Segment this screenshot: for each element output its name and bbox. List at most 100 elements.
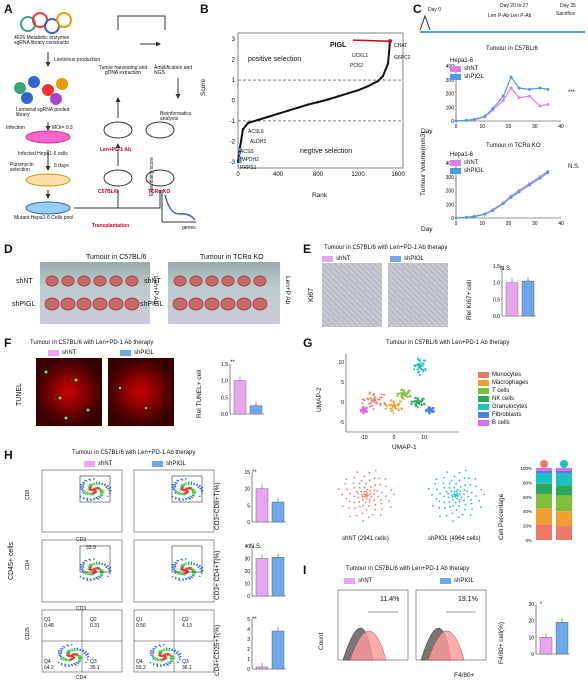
b-point (246, 121, 250, 125)
h-event (170, 657, 172, 660)
h-event (92, 491, 95, 494)
h-event (184, 484, 186, 486)
c-legend2-shnt: shNT (450, 160, 478, 166)
g-split-pigl-cell (451, 494, 453, 497)
d-title1: Tumour in C57BL/6 (86, 254, 147, 261)
h-event (172, 656, 174, 658)
h-event (60, 650, 63, 652)
g-cell (365, 406, 368, 409)
g-cell (409, 395, 412, 398)
g-split-pigl-cell (439, 492, 441, 495)
g-split-nt-cell (367, 494, 369, 497)
a-bio-label: Bioinformatics analysis (160, 111, 192, 122)
g-cell (393, 404, 396, 407)
g-cell (427, 408, 430, 411)
h-event (98, 563, 101, 565)
g-cell (416, 368, 419, 371)
g-split-nt-cell (393, 493, 395, 496)
g-pct-tick: 0% (525, 538, 532, 543)
h-event (184, 491, 187, 494)
g-cell (361, 410, 364, 413)
h-event (88, 558, 91, 561)
h-event (184, 558, 187, 560)
c-xtick: 30 (532, 221, 538, 227)
h-event (162, 650, 164, 652)
h-event (200, 567, 203, 570)
g-cell (385, 404, 388, 407)
b-neg-hit (238, 160, 242, 164)
panel-label-g: G (303, 336, 313, 350)
g-split-nt-cell (341, 505, 344, 507)
g-cell (398, 402, 401, 405)
g-split-nt-cell (362, 520, 365, 522)
b-point (366, 84, 370, 88)
c-ytick: 100 (446, 105, 455, 111)
h-event (174, 484, 177, 486)
h-event (170, 658, 172, 661)
h-event (171, 659, 174, 661)
h-event (152, 652, 155, 654)
h-event (103, 484, 106, 487)
h-event (190, 563, 193, 565)
c-point-shNT (517, 96, 521, 100)
h-q3b: Q3 (182, 659, 189, 665)
g-split-pigl-cell (464, 503, 467, 506)
g-cell (401, 391, 404, 394)
h-event (105, 486, 107, 489)
d-photo2 (168, 262, 280, 324)
h-event (98, 488, 100, 490)
h-event (154, 645, 156, 648)
b-neg-hit (238, 148, 242, 152)
g-split-pigl-cell (460, 496, 463, 499)
g-split-nt-cell (378, 477, 380, 480)
h-event (151, 654, 154, 656)
g-cell (415, 363, 418, 366)
f-bar-shPIGL (249, 405, 263, 415)
g-ytick: 0 (341, 400, 344, 406)
g-split-pigl-cell (443, 486, 446, 489)
h-event (86, 491, 89, 494)
h-q4b: Q4 (136, 659, 143, 665)
ib-ytick: 30 (528, 602, 534, 608)
g-cell (407, 391, 410, 394)
g-cell (424, 359, 427, 362)
e-ytick: 0.5 (493, 297, 500, 303)
h-q2b-val: 4.13 (182, 623, 192, 629)
h-event (100, 492, 102, 495)
g-cell (369, 402, 372, 405)
h-event (185, 563, 188, 565)
g-cell (421, 399, 424, 402)
g-cell (419, 364, 422, 367)
h-bar3: 0 1 2 3 4 5 (247, 617, 286, 673)
h-event (185, 483, 188, 485)
b-xlabel: Rank (312, 192, 328, 199)
h2-ytick: 10 (244, 582, 250, 588)
h-event (74, 654, 77, 656)
g-bar-shPIGL-5 (556, 470, 572, 474)
h-event (184, 497, 187, 500)
h-event (67, 658, 70, 661)
g-cell (388, 403, 391, 406)
h-event (162, 663, 165, 666)
g-split-pigl-cell (458, 504, 460, 507)
h-event (192, 574, 195, 577)
h-q3b-val: 36.1 (182, 665, 192, 671)
h-event (178, 497, 180, 500)
h-event (159, 645, 162, 647)
i-hist-stained (427, 630, 465, 661)
g-split-nt-cell (358, 486, 361, 489)
h-event (90, 566, 92, 568)
ib-ytick: 20 (528, 619, 534, 625)
g-split-nt-cell (389, 506, 392, 509)
g-nt-label: shNT (2941 cells) (342, 536, 389, 542)
g-split-pigl-cell (456, 492, 458, 495)
g-cell (431, 411, 434, 414)
e-legend-shnt: shNT (322, 256, 350, 262)
g-split-pigl-cell (455, 509, 458, 511)
h-event (187, 576, 190, 579)
g-split-nt-cell (369, 485, 372, 488)
e-ytick: 1.5 (493, 264, 500, 270)
h-event (191, 574, 194, 577)
g-bar-shPIGL-1 (556, 511, 572, 526)
g-split-nt-cell (341, 493, 343, 496)
